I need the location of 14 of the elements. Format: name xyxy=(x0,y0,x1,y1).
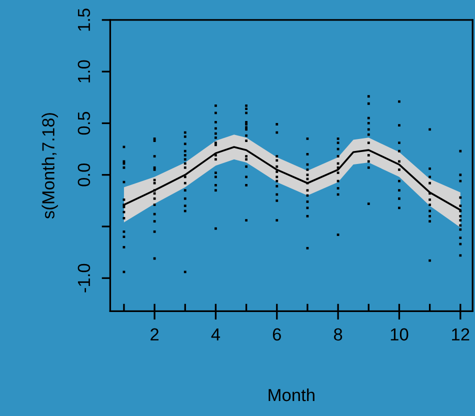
y-tick-label: 0.0 xyxy=(78,163,90,186)
y-tick-label: 0.5 xyxy=(78,112,90,135)
y-tick-label: 1.5 xyxy=(78,8,90,31)
x-tick-label: 12 xyxy=(452,328,470,340)
x-tick-label: 8 xyxy=(334,328,342,341)
y-tick-label: -1.0 xyxy=(78,264,90,292)
line-series xyxy=(123,146,462,211)
x-tick-label: 6 xyxy=(272,328,281,341)
x-tick-label: 10 xyxy=(390,328,408,341)
x-axis-title: Month xyxy=(268,388,314,402)
y-axis-title: s(Month,7.18) xyxy=(42,113,58,219)
x-tick-label: 2 xyxy=(150,328,159,340)
x-tick-label: 4 xyxy=(211,328,220,340)
y-tick-label: 1.0 xyxy=(78,60,90,82)
